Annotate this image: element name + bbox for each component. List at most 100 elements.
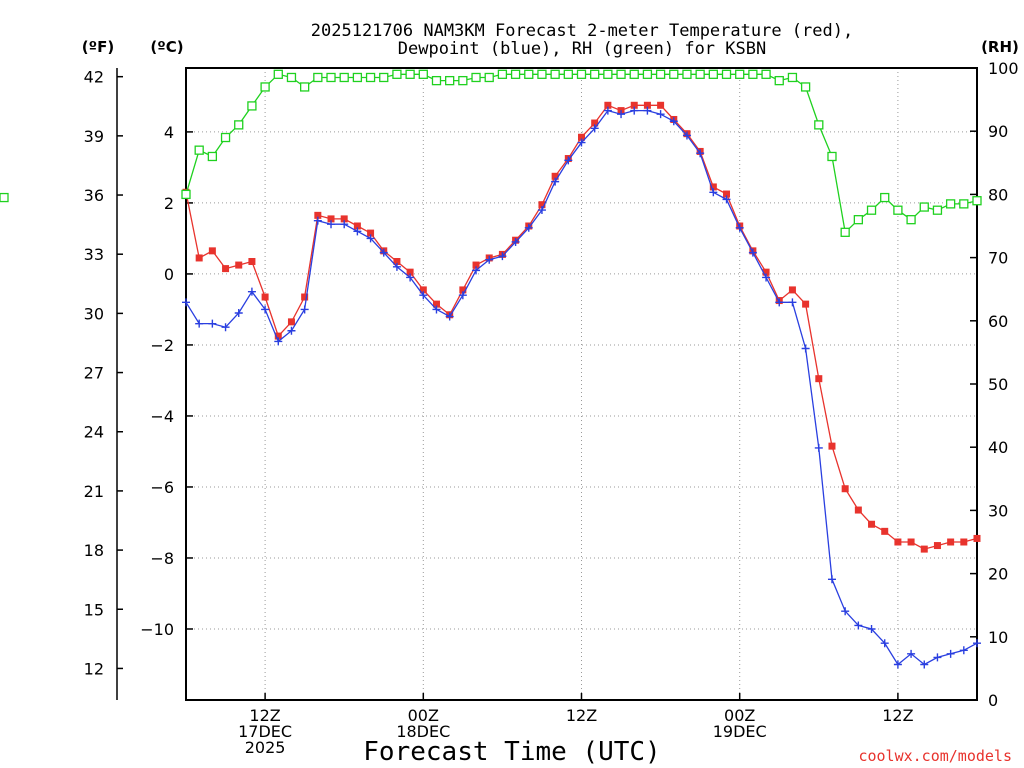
dewpoint-point (485, 255, 494, 264)
fahrenheit-tick-label: 12 (84, 659, 104, 678)
dewpoint-point (221, 323, 230, 332)
rh-point (735, 69, 745, 79)
temperature-point (841, 485, 849, 493)
temperature-point (248, 258, 256, 266)
dewpoint-point (340, 220, 349, 229)
dewpoint-point (788, 298, 797, 307)
rh-point (497, 69, 508, 79)
rh-point (669, 69, 679, 79)
temperature-point (907, 538, 915, 546)
rh-point (827, 151, 837, 162)
celsius-tick-label: −4 (150, 407, 174, 426)
rh-point (616, 69, 626, 79)
credit-text: coolwx.com/models (858, 747, 1012, 765)
rh-tick-label: 50 (988, 375, 1008, 394)
dewpoint-point (182, 298, 190, 307)
temperature-point (367, 229, 375, 237)
fahrenheit-axis: 42 39 36 33 30 27 24 21 18 15 12 (84, 68, 123, 700)
rh-point (866, 205, 877, 215)
rh-tick-label: 20 (988, 565, 1008, 584)
rh-tick-label: 70 (988, 249, 1008, 268)
dewpoint-point (472, 266, 481, 275)
rh-point (365, 72, 376, 83)
temperature-point (802, 300, 810, 308)
rh-point (629, 69, 639, 79)
rh-point (576, 69, 587, 79)
temperature-point (208, 247, 216, 255)
temperature-point (538, 201, 546, 209)
dewpoint-point (973, 639, 981, 648)
dewpoint-point (287, 326, 296, 335)
temperature-point (459, 286, 467, 294)
temperature-point (854, 506, 862, 514)
dewpoint-point (920, 660, 929, 669)
dewpoint-point (234, 308, 243, 317)
dewpoint-point (841, 607, 850, 616)
temperature-point (472, 261, 480, 269)
rh-point (392, 69, 402, 79)
dewpoint-point (893, 660, 902, 669)
rh-point (695, 69, 705, 79)
dewpoint-point (630, 106, 639, 115)
rh-tick-label: 90 (988, 122, 1008, 141)
temperature-point (327, 215, 335, 223)
fahrenheit-tick-label: 24 (84, 423, 104, 442)
fahrenheit-tick-label: 15 (84, 600, 104, 619)
temperature-point (235, 261, 243, 269)
rh-point (418, 69, 428, 79)
rh-point (682, 69, 692, 79)
rh-point (484, 72, 494, 83)
temperature-point (604, 101, 612, 109)
rh-point (458, 75, 468, 86)
temperature-point (868, 520, 876, 528)
dewpoint-point (933, 653, 942, 662)
dewpoint-point (880, 639, 889, 648)
dewpoint-point (827, 575, 836, 584)
chart-title-line-2: Dewpoint (blue), RH (green) for KSBN (398, 39, 766, 59)
temperature-point (960, 538, 968, 546)
rh-point (919, 202, 929, 212)
temperature-point (393, 258, 401, 266)
rh-point (194, 145, 204, 155)
dewpoint-point (432, 305, 441, 314)
celsius-tick-label: −8 (150, 549, 174, 568)
rh-point (708, 69, 718, 79)
dewpoint-point (247, 287, 256, 296)
temperature-point (788, 286, 796, 294)
dewpoint-point (419, 291, 428, 300)
temperature-line (185, 104, 978, 550)
rh-point (761, 69, 771, 79)
rh-unit-label: (RH) (981, 38, 1019, 56)
rh-point (339, 72, 349, 83)
rh-point (655, 69, 666, 79)
series-rh (0, 69, 982, 237)
dewpoint-point (511, 237, 520, 246)
temperature-point (657, 101, 665, 109)
rh-point (247, 101, 257, 111)
rh-tick-label: 40 (988, 438, 1008, 457)
celsius-tick-label: −2 (150, 336, 174, 355)
temperature-point (287, 318, 295, 326)
temperature-point (933, 542, 941, 550)
rh-point (800, 82, 811, 92)
gridlines (186, 68, 977, 700)
dewpoint-line (185, 109, 978, 666)
celsius-tick-label: 4 (164, 123, 174, 142)
temperature-point (894, 538, 902, 546)
rh-point (0, 192, 9, 203)
rh-tick-label: 80 (988, 185, 1008, 204)
dewpoint-point (682, 131, 691, 140)
rh-point (510, 69, 521, 79)
rh-point (313, 72, 323, 83)
temperature-point (261, 293, 269, 301)
temperature-point (973, 534, 981, 542)
dewpoint-point (959, 646, 968, 655)
time-tick-label: 2025 (245, 738, 286, 757)
rh-point (959, 199, 969, 209)
temperature-point (881, 527, 889, 535)
temperature-point (920, 545, 928, 553)
rh-point (326, 72, 336, 83)
rh-point (379, 72, 389, 83)
rh-point (405, 69, 415, 79)
